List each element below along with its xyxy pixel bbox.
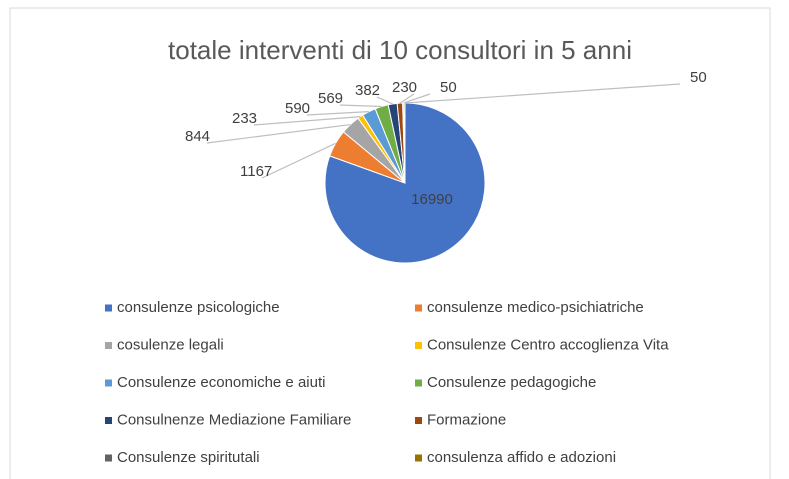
legend-swatch (415, 454, 422, 462)
legend-label: Consulenze spiritutali (117, 449, 260, 466)
legend-swatch (105, 379, 112, 387)
legend-label: Formazione (427, 411, 506, 428)
data-label: 844 (185, 128, 210, 145)
data-label: 590 (285, 100, 310, 117)
data-label: 382 (355, 82, 380, 99)
legend-swatch (415, 342, 422, 349)
leader-line (404, 83, 681, 104)
data-label: 569 (318, 90, 343, 107)
legend-swatch (415, 304, 422, 312)
legend-label: consulenze psicologiche (117, 299, 280, 316)
legend-label: consulenza affido e adozioni (427, 449, 616, 466)
legend-swatch (105, 304, 112, 312)
leader-line (253, 116, 361, 126)
legend-label: Consulenze Centro accoglienza Vita (427, 336, 669, 353)
leader-line (306, 111, 369, 116)
legend-label: cosulenze legali (117, 336, 224, 353)
data-label: 1167 (240, 163, 272, 180)
leader-line (399, 93, 415, 104)
legend-swatch (415, 379, 422, 387)
legend-swatch (415, 417, 422, 424)
chart-title: totale interventi di 10 consultori in 5 … (168, 35, 632, 65)
legend-label: Consulenze pedagogiche (427, 374, 596, 391)
data-label: 230 (392, 79, 417, 96)
leader-line (261, 142, 336, 179)
legend-swatch (105, 454, 112, 462)
data-label: 50 (440, 79, 457, 96)
data-label: 233 (232, 110, 257, 127)
data-label: 16990 (411, 191, 453, 208)
legend-label: Consulnenze Mediazione Familiare (117, 411, 351, 428)
leader-line (339, 104, 382, 108)
legend-swatch (105, 417, 112, 424)
legend-label: consulenze medico-psichiatriche (427, 299, 644, 316)
legend-swatch (105, 342, 112, 349)
data-label: 50 (690, 69, 707, 86)
leader-line (376, 96, 393, 105)
legend-label: Consulenze economiche e aiuti (117, 374, 325, 391)
leader-line (206, 123, 351, 144)
leader-line (403, 93, 431, 104)
